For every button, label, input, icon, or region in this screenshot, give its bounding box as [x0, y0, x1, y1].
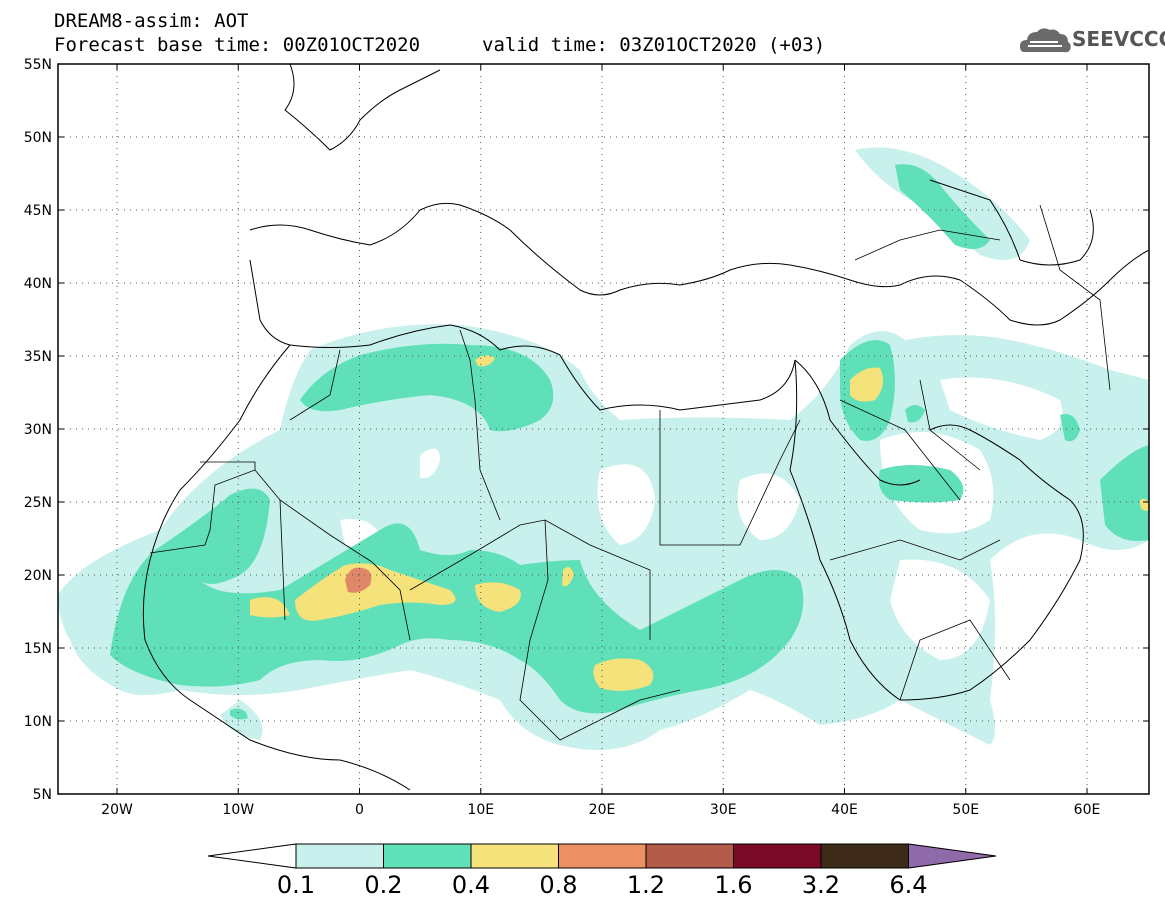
colorbar-swatch [295, 843, 384, 869]
colorbar-swatch [470, 843, 559, 869]
lat-label: 15N [24, 641, 52, 657]
lat-label: 5N [33, 787, 52, 803]
valid-time: valid time: 03Z01OCT2020 (+03) [482, 34, 826, 56]
lon-label: 20E [589, 802, 616, 818]
lat-label: 45N [24, 203, 52, 219]
lon-label: 30E [710, 802, 737, 818]
colorbar-swatch [645, 843, 734, 869]
lat-label: 25N [24, 495, 52, 511]
borders [149, 204, 1111, 741]
colorbar: 0.1 0.2 0.4 0.8 1.2 1.6 3.2 6.4 [207, 843, 997, 899]
colorbar-under-arrow [207, 843, 297, 869]
lat-label: 10N [24, 714, 52, 730]
lat-label: 35N [24, 349, 52, 365]
longitude-labels: 20W 10W 0 10E 20E 30E 40E 50E 60E [101, 64, 1100, 818]
aot-level-0.8 [345, 567, 372, 593]
colorbar-tick-label: 0.4 [452, 871, 490, 899]
colorbar-tick-label: 1.2 [627, 871, 665, 899]
lat-label: 55N [24, 57, 52, 73]
coastlines [142, 64, 1149, 791]
colorbar-tick-label: 0.8 [539, 871, 577, 899]
colorbar-over-arrow [908, 843, 997, 869]
lat-label: 50N [24, 130, 52, 146]
colorbar-swatch [383, 843, 472, 869]
lon-label: 10E [467, 802, 494, 818]
lon-label: 50E [952, 802, 979, 818]
colorbar-tick-label: 3.2 [802, 871, 840, 899]
chart-title: DREAM8-assim: AOT [54, 10, 249, 32]
cloud-icon [1020, 28, 1071, 53]
colorbar-swatch [733, 843, 822, 869]
lon-label: 10W [222, 802, 254, 818]
colorbar-tick-label: 0.2 [364, 871, 402, 899]
lat-label: 20N [24, 568, 52, 584]
forecast-base-time: Forecast base time: 00Z01OCT2020 [54, 34, 421, 56]
latitude-labels: 55N 50N 45N 40N 35N 30N 25N 20N 15N 10N 5N [24, 57, 1149, 803]
aot-level-0.4 [250, 355, 1149, 691]
colorbar-swatch [820, 843, 909, 869]
colorbar-tick-label: 0.1 [277, 871, 315, 899]
lon-label: 40E [831, 802, 858, 818]
colorbar-tick-label: 1.6 [714, 871, 752, 899]
lon-label: 20W [101, 802, 133, 818]
colorbar-tick-label: 6.4 [889, 871, 927, 899]
colorbar-swatch [558, 843, 647, 869]
lon-label: 0 [355, 802, 364, 818]
aot-field [58, 147, 1149, 750]
lon-label: 60E [1074, 802, 1101, 818]
lat-label: 40N [24, 276, 52, 292]
lat-label: 30N [24, 422, 52, 438]
logo-text: SEEVCCC [1072, 27, 1165, 51]
